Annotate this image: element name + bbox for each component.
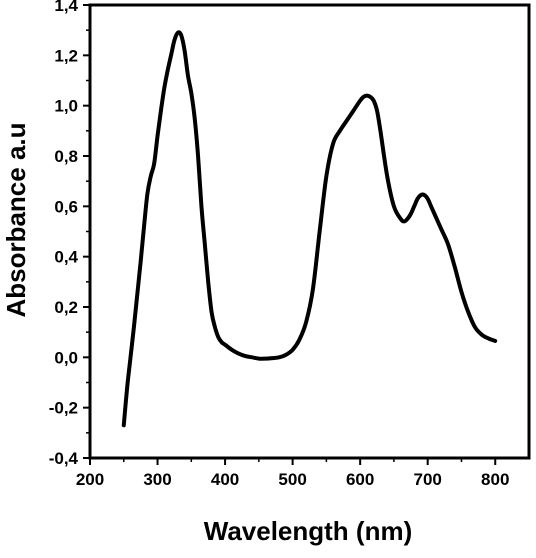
y-tick-label: 1,0 (54, 97, 78, 116)
plot-frame (88, 3, 531, 460)
absorbance-curve (121, 30, 498, 428)
x-tick-label: 300 (143, 470, 171, 489)
x-tick-label: 200 (76, 470, 104, 489)
x-tick-label: 800 (481, 470, 509, 489)
y-tick-labels: -0,4 -0,2 0,0 0,2 0,4 0,6 0,8 1,0 1,2 1,4 (49, 0, 79, 468)
y-tick-label: 1,2 (54, 46, 78, 65)
y-tick-label: -0,4 (49, 449, 79, 468)
y-tick-label: 0,4 (54, 248, 78, 267)
x-tick-label: 500 (278, 470, 306, 489)
x-axis-title: Wavelength (nm) (204, 516, 412, 546)
y-tick-label: -0,2 (49, 399, 78, 418)
x-tick-label: 400 (211, 470, 239, 489)
y-tick-label: 0,8 (54, 147, 78, 166)
y-axis-title: Absorbance a.u (1, 122, 31, 317)
y-tick-label: 1,4 (54, 0, 78, 15)
y-tick-label: 0,0 (54, 348, 78, 367)
x-tick-label: 600 (346, 470, 374, 489)
x-tick-label: 700 (414, 470, 442, 489)
y-tick-label: 0,2 (54, 298, 78, 317)
x-tick-labels: 200 300 400 500 600 700 800 (76, 470, 510, 489)
y-tick-label: 0,6 (54, 197, 78, 216)
